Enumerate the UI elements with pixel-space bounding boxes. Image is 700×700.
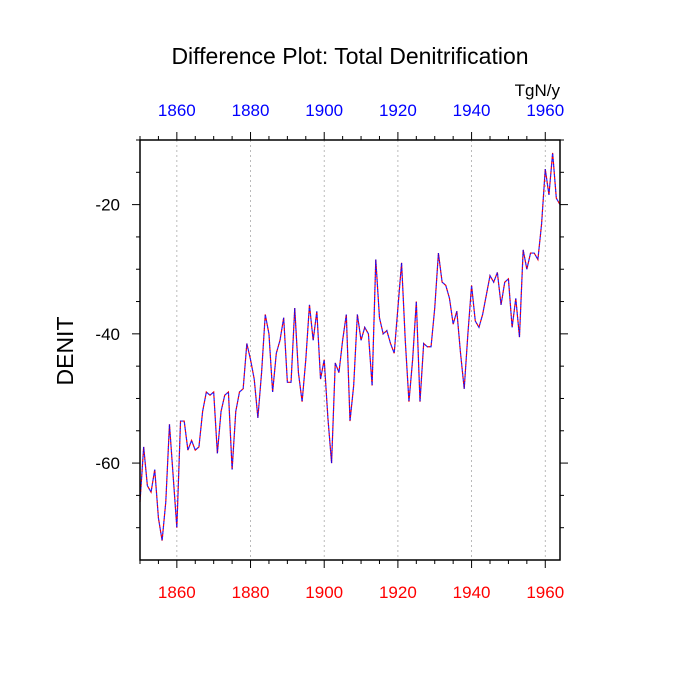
data-series <box>139 152 561 541</box>
axis-ticks <box>132 132 568 568</box>
y-tick-label: -60 <box>95 454 120 473</box>
x-tick-label-top: 1900 <box>305 101 343 120</box>
series-line <box>139 152 561 541</box>
x-tick-label-top: 1920 <box>379 101 417 120</box>
x-tick-label-bottom: 1900 <box>305 583 343 602</box>
tick-labels: 1860 1860 1880 1880 1900 1900 1920 1920 1940 1940… <box>95 101 564 602</box>
y-tick-label: -40 <box>95 325 120 344</box>
x-tick-label-top: 1860 <box>158 101 196 120</box>
grid-lines <box>176 140 546 560</box>
series-line-overlay <box>139 152 561 541</box>
x-tick-label-top: 1940 <box>453 101 491 120</box>
x-tick-label-top: 1960 <box>526 101 564 120</box>
chart-title: Difference Plot: Total Denitrification <box>171 43 528 69</box>
plot-frame <box>139 139 561 561</box>
y-axis-label: DENIT <box>52 317 78 386</box>
x-tick-label-bottom: 1880 <box>232 583 270 602</box>
x-tick-label-bottom: 1940 <box>453 583 491 602</box>
x-tick-label-bottom: 1920 <box>379 583 417 602</box>
x-tick-label-bottom: 1860 <box>158 583 196 602</box>
units-label: TgN/y <box>515 81 561 100</box>
y-tick-label: -20 <box>95 196 120 215</box>
x-tick-label-top: 1880 <box>232 101 270 120</box>
x-tick-label-bottom: 1960 <box>526 583 564 602</box>
